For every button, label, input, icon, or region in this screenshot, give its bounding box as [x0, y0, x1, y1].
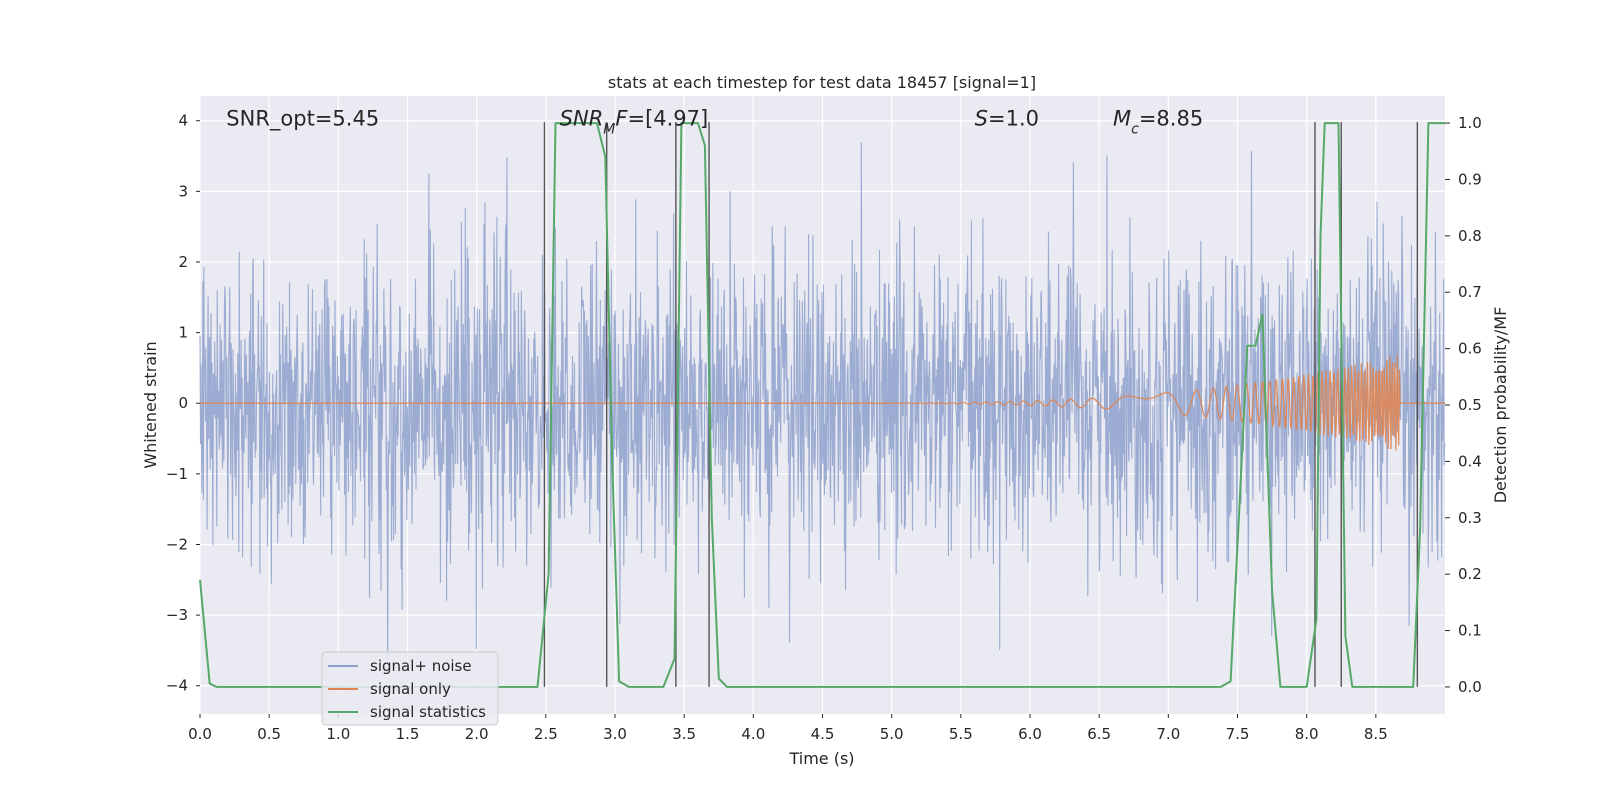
annotation-mc-value: Mc=8.85: [1113, 107, 1203, 138]
x-tick-labels: 0.0 0.5 1.0 1.5 2.0 2.5 3.0 3.5 4.0 4.5 5.0 5.5 6.0 6…: [188, 714, 1388, 743]
y-left-tick-label: −3: [166, 606, 188, 624]
y-axis-left-label: Whitened strain: [141, 341, 160, 468]
x-tick-label: 6.5: [1087, 725, 1111, 743]
annotation-part: SNR: [560, 107, 604, 131]
y-right-tick-label: 0.3: [1458, 509, 1482, 527]
x-tick-label: 3.0: [603, 725, 627, 743]
y-right-tick-label: 0.6: [1458, 340, 1482, 358]
y-left-tick-labels: −4 −3 −2 −1 0 1 2 3 4: [166, 112, 200, 695]
y-left-tick-label: 3: [178, 182, 188, 200]
y-right-tick-label: 0.1: [1458, 622, 1482, 640]
y-left-tick-label: −1: [166, 465, 188, 483]
y-axis-right-label: Detection probability/MF: [1491, 307, 1510, 504]
y-left-tick-label: 4: [178, 112, 188, 130]
y-right-tick-label: 0.9: [1458, 170, 1482, 188]
x-tick-label: 1.5: [396, 725, 420, 743]
x-tick-label: 2.0: [465, 725, 489, 743]
y-left-tick-label: 2: [178, 253, 188, 271]
legend-label-1: signal+ noise: [370, 657, 472, 675]
y-right-tick-label: 0.4: [1458, 452, 1482, 470]
y-left-tick-label: −2: [166, 535, 188, 553]
x-tick-label: 0.0: [188, 725, 212, 743]
noise-series-line: [199, 142, 1446, 667]
x-tick-label: 2.5: [534, 725, 558, 743]
annotations-layer: SNR_opt=5.45 SNRMF=[4.97] S=1.0 Mc=8.85: [226, 107, 1203, 138]
annotation-part: SNR_opt=5.45: [226, 107, 379, 132]
signal-statistics-line: [199, 122, 1445, 688]
legend-label-3: signal statistics: [370, 703, 486, 721]
x-tick-label: 7.0: [1156, 725, 1180, 743]
x-tick-label: 1.0: [326, 725, 350, 743]
y-right-tick-label: 0.2: [1458, 565, 1482, 583]
x-tick-label: 3.5: [672, 725, 696, 743]
x-tick-label: 8.0: [1295, 725, 1319, 743]
y-right-tick-label: 0.0: [1458, 678, 1482, 696]
x-tick-label: 0.5: [257, 725, 281, 743]
y-right-tick-label: 0.5: [1458, 396, 1482, 414]
signal-statistics-series-layer: [199, 122, 1445, 688]
signal-only-series-layer: [200, 354, 1445, 451]
y-right-tick-labels: 0.0 0.1 0.2 0.3 0.4 0.5 0.6 0.7 0.8 0.9 1.0: [1445, 114, 1482, 696]
y-right-tick-label: 1.0: [1458, 114, 1482, 132]
annotation-part: =[4.97]: [627, 107, 708, 131]
y-left-tick-label: −4: [166, 677, 188, 695]
x-tick-label: 4.5: [811, 725, 835, 743]
x-tick-label: 6.0: [1018, 725, 1042, 743]
annotation-snr-mf: SNRMF=[4.97]: [560, 107, 709, 138]
y-right-tick-label: 0.8: [1458, 227, 1482, 245]
y-left-tick-label: 0: [178, 394, 188, 412]
annotation-part: =8.85: [1139, 107, 1203, 131]
x-tick-label: 4.0: [741, 725, 765, 743]
annotation-part: F: [615, 107, 628, 131]
x-tick-label: 7.5: [1226, 725, 1250, 743]
y-left-tick-label: 1: [178, 324, 188, 342]
y-right-tick-label: 0.7: [1458, 283, 1482, 301]
legend-label-2: signal only: [370, 680, 451, 698]
annotation-part: c: [1131, 122, 1139, 138]
annotation-part: M: [603, 122, 615, 138]
annotation-part: S: [975, 107, 988, 131]
annotation-part: =1.0: [988, 107, 1039, 131]
annotation-s-value: S=1.0: [975, 107, 1039, 131]
noise-series-layer: [199, 142, 1446, 667]
x-tick-label: 5.0: [880, 725, 904, 743]
annotation-part: M: [1113, 107, 1131, 131]
x-axis-label: Time (s): [788, 749, 854, 768]
x-tick-label: 5.5: [949, 725, 973, 743]
annotation-snr-opt: SNR_opt=5.45: [226, 107, 379, 132]
chart-title: stats at each timestep for test data 184…: [608, 73, 1036, 92]
legend: signal+ noise signal only signal statistic…: [321, 651, 499, 726]
legend-box: [321, 651, 499, 726]
x-tick-label: 8.5: [1364, 725, 1388, 743]
signal-only-line: [200, 354, 1445, 451]
